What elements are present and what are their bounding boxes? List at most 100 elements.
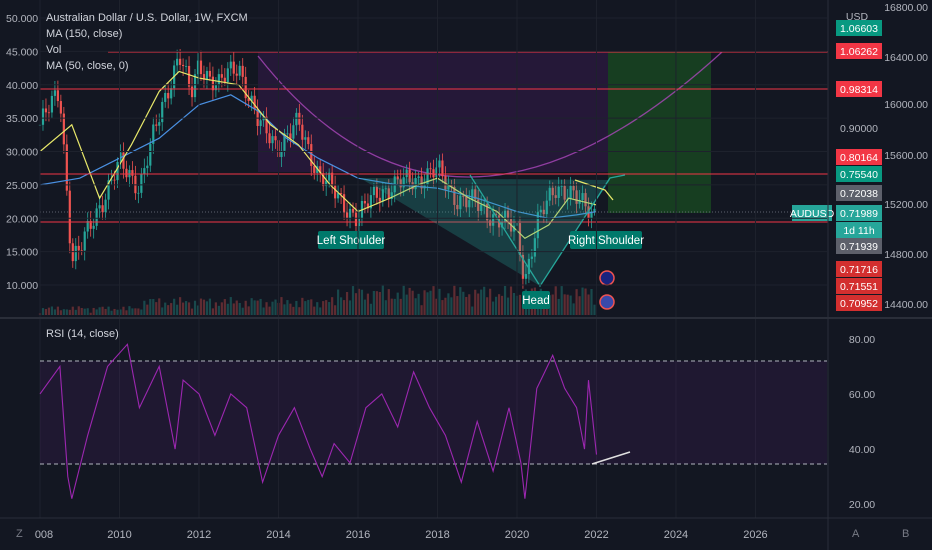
candle-body <box>44 108 48 113</box>
volume-bar <box>295 300 298 315</box>
candle-body <box>271 136 274 144</box>
volume-bar <box>268 306 271 315</box>
candle-body <box>202 74 206 80</box>
candle-body <box>301 124 304 140</box>
candle-body <box>590 211 593 219</box>
candle-body <box>313 165 316 173</box>
volume-bar <box>155 302 158 315</box>
price-tag-bg <box>836 166 882 182</box>
price-tag: 0.71939 <box>840 241 878 253</box>
candle-body <box>584 193 587 207</box>
volume-bar <box>86 308 89 315</box>
volume-bar <box>265 302 268 315</box>
volume-bar <box>256 300 259 315</box>
candle-body <box>184 65 188 67</box>
candle-body <box>190 86 194 98</box>
candle-body <box>211 76 215 91</box>
volume-bar <box>450 297 453 315</box>
label-head-bg <box>522 291 550 309</box>
volume-bar <box>65 309 68 315</box>
candle-body <box>551 187 554 196</box>
candle-body <box>50 95 54 113</box>
candle-body <box>563 185 566 200</box>
candle-body <box>328 172 331 181</box>
legend-vol[interactable]: Vol <box>46 44 62 56</box>
volume-bar <box>283 304 286 315</box>
volume-bar <box>190 308 194 315</box>
head-shoulders-fill <box>360 178 610 286</box>
right-shoulder-trace <box>574 179 614 201</box>
candle-body <box>235 73 238 76</box>
volume-bar <box>50 306 54 315</box>
volume-bar <box>334 305 337 315</box>
candle-body <box>199 60 203 75</box>
candle-body <box>438 160 441 168</box>
volume-bar <box>468 294 471 315</box>
countdown-label: 1d 11h <box>843 225 874 237</box>
candle-body <box>89 220 92 229</box>
candle-body <box>214 84 217 91</box>
candle-body <box>572 185 575 191</box>
candle-body <box>322 172 325 187</box>
legend-ma150[interactable]: MA (150, close) <box>46 28 123 40</box>
price-tag: 0.71716 <box>840 264 878 276</box>
price-tag-bg <box>836 261 882 277</box>
y-tick-left: 35.000 <box>6 113 38 125</box>
x-tick-label: 2016 <box>346 529 370 541</box>
volume-bar <box>378 292 381 315</box>
y-tick-left: 25.000 <box>6 180 38 192</box>
volume-bar <box>399 298 402 315</box>
label-left-shoulder: Left Shoulder <box>317 235 386 247</box>
volume-bar <box>199 298 203 315</box>
candle-body <box>110 179 113 181</box>
candle-body <box>304 137 307 140</box>
volume-bar <box>366 293 370 315</box>
candle-body <box>578 200 581 204</box>
candle-body <box>348 208 352 219</box>
candle-body <box>208 70 212 77</box>
volume-bar <box>560 286 563 315</box>
volume-bar <box>584 288 587 315</box>
volume-bar <box>486 297 489 315</box>
volume-bar <box>98 307 101 315</box>
candle-body <box>131 170 134 176</box>
volume-bar <box>331 297 334 315</box>
candle-body <box>226 68 229 83</box>
base-scale-button[interactable]: B <box>902 528 910 540</box>
candle-body <box>104 199 107 213</box>
candle-body <box>283 133 286 151</box>
volume-bar <box>477 293 480 315</box>
price-tag: 1.06262 <box>840 46 878 58</box>
volume-bar <box>465 296 468 315</box>
candle-body <box>265 116 268 134</box>
volume-bar <box>286 300 289 315</box>
volume-bar <box>423 290 426 315</box>
volume-bar <box>316 302 319 315</box>
price-tag: 0.70952 <box>840 298 878 310</box>
volume-bar <box>319 307 322 315</box>
candle-body <box>56 90 59 102</box>
volume-bar <box>158 298 161 315</box>
volume-bar <box>104 308 107 315</box>
legend-ma50[interactable]: MA (50, close, 0) <box>46 60 129 72</box>
price-tag: 0.80164 <box>840 152 878 164</box>
candle-body <box>193 74 197 98</box>
volume-bar <box>74 309 77 315</box>
price-tag-bg <box>836 295 882 311</box>
candle-body <box>495 214 498 216</box>
volume-bar <box>262 307 265 315</box>
auto-scale-button[interactable]: A <box>852 528 860 540</box>
candle-body <box>462 195 465 197</box>
candle-body <box>137 192 140 194</box>
candle-body <box>483 203 486 205</box>
volume-bar <box>71 306 74 315</box>
zoom-button[interactable]: Z <box>16 528 23 540</box>
volume-bar <box>429 290 432 315</box>
volume-bar <box>274 299 277 315</box>
volume-bar <box>557 298 560 315</box>
volume-bar <box>181 302 185 315</box>
volume-bar <box>393 298 396 315</box>
candle-body <box>98 205 101 209</box>
legend-rsi[interactable]: RSI (14, close) <box>46 328 119 340</box>
